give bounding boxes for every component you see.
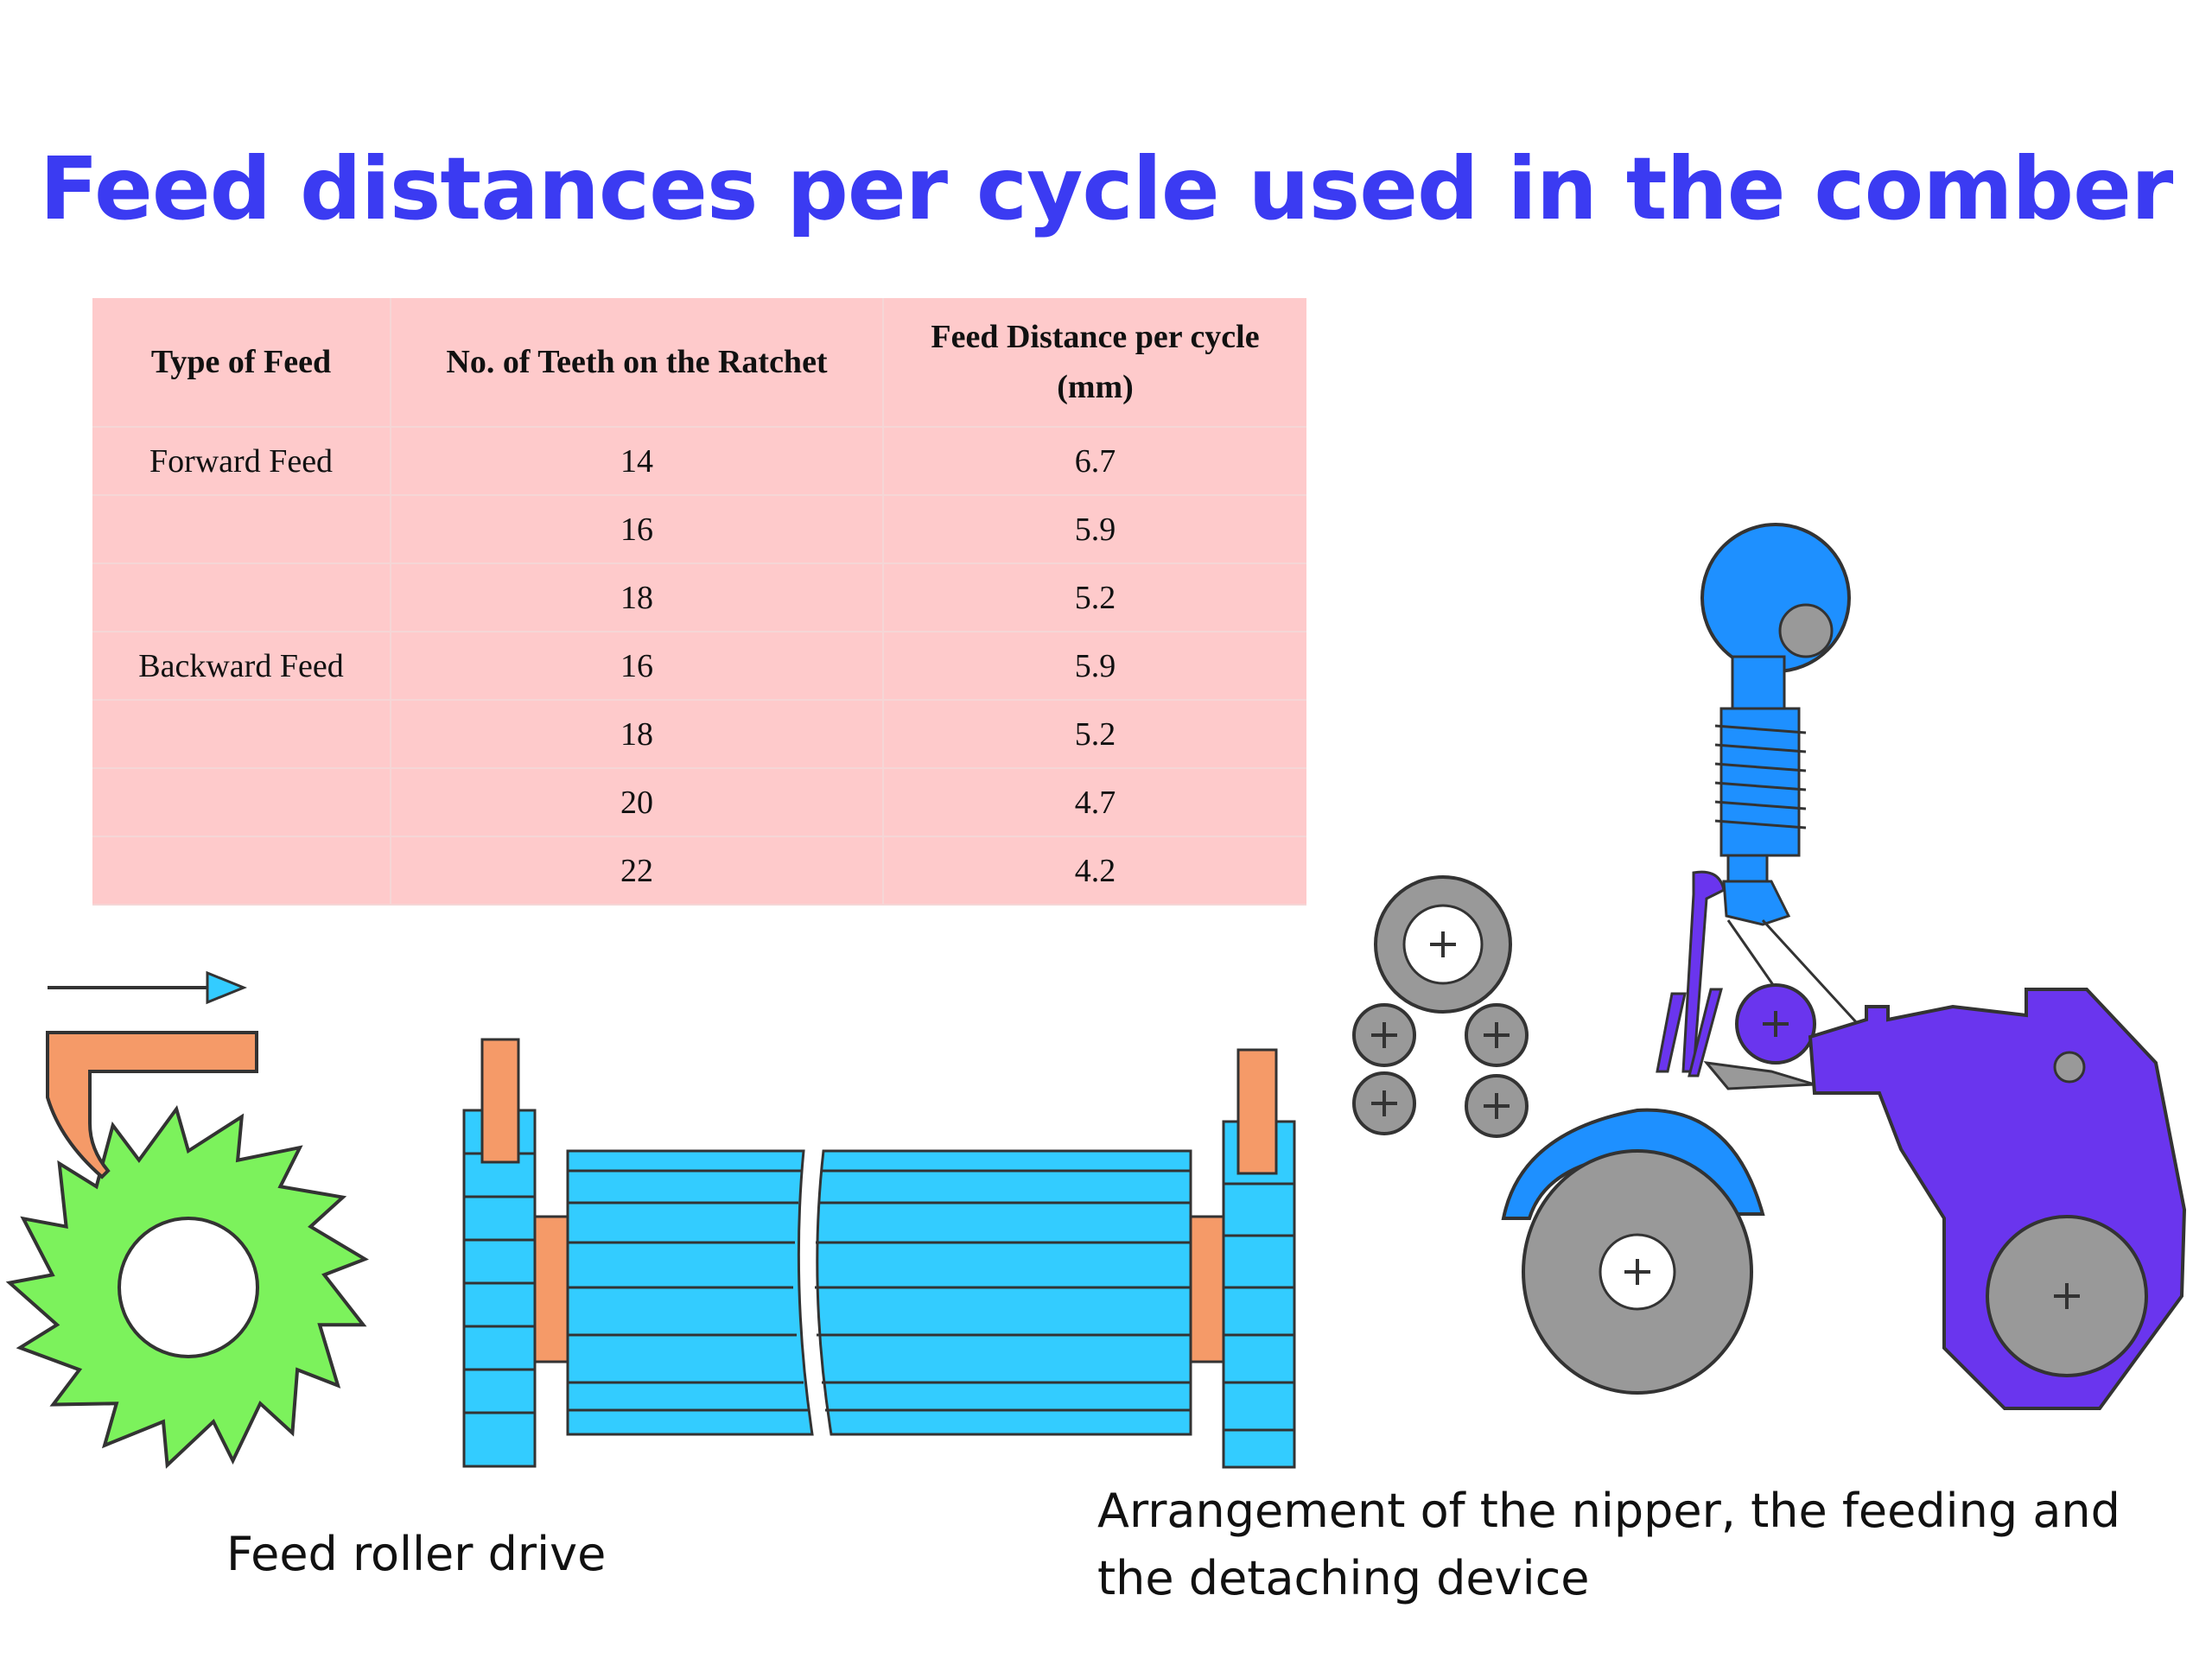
table-row: Backward Feed 16 5.9 xyxy=(92,632,1306,701)
feed-rollers-icon xyxy=(1352,875,1529,1138)
table-row: 22 4.2 xyxy=(92,836,1306,906)
header-feed-distance: Feed Distance per cycle (mm) xyxy=(883,298,1306,428)
table-row: 18 5.2 xyxy=(92,700,1306,769)
direction-arrow-icon xyxy=(48,970,247,1005)
nipper-frame-icon xyxy=(1808,988,2187,1410)
cell-distance: 5.9 xyxy=(883,495,1306,564)
table-header-row: Type of Feed No. of Teeth on the Ratchet… xyxy=(92,298,1306,428)
table-row: 20 4.7 xyxy=(92,768,1306,837)
cell-teeth: 18 xyxy=(391,700,884,769)
cell-distance: 5.2 xyxy=(883,700,1306,769)
cell-teeth: 20 xyxy=(391,768,884,837)
nipper-plate-icon xyxy=(1656,870,1816,1090)
header-feed-distance-unit: (mm) xyxy=(1057,369,1134,405)
cell-distance: 5.2 xyxy=(883,563,1306,632)
cell-teeth: 16 xyxy=(391,495,884,564)
cell-feed-type: Forward Feed xyxy=(92,427,391,496)
feed-roller-icon xyxy=(462,1038,1296,1469)
cell-feed-type xyxy=(92,768,391,837)
caption-arrangement-line2: the detaching device xyxy=(1097,1551,1590,1605)
caption-feed-roller-drive: Feed roller drive xyxy=(226,1527,607,1581)
cell-distance: 6.7 xyxy=(883,427,1306,496)
table-row: 18 5.2 xyxy=(92,563,1306,632)
cell-teeth: 22 xyxy=(391,836,884,906)
cell-feed-type xyxy=(92,495,391,564)
ratchet-wheel-icon xyxy=(5,1105,369,1469)
feed-distance-table: Type of Feed No. of Teeth on the Ratchet… xyxy=(92,298,1306,906)
header-type-of-feed: Type of Feed xyxy=(92,298,391,428)
ratchet-pawl-icon xyxy=(46,1031,258,1179)
cell-feed-type xyxy=(92,563,391,632)
caption-arrangement-line1: Arrangement of the nipper, the feeding a… xyxy=(1097,1484,2120,1538)
cell-feed-type: Backward Feed xyxy=(92,632,391,701)
cell-distance: 4.7 xyxy=(883,768,1306,837)
cell-distance: 5.9 xyxy=(883,632,1306,701)
cell-feed-type xyxy=(92,836,391,906)
cell-teeth: 16 xyxy=(391,632,884,701)
cell-teeth: 18 xyxy=(391,563,884,632)
cell-teeth: 14 xyxy=(391,427,884,496)
comber-mechanism-icon xyxy=(1352,523,2187,1410)
detaching-roller-icon xyxy=(1501,1108,1765,1395)
cell-feed-type xyxy=(92,700,391,769)
nipper-spring-arm-icon xyxy=(1700,523,1859,1026)
cell-distance: 4.2 xyxy=(883,836,1306,906)
header-teeth: No. of Teeth on the Ratchet xyxy=(391,298,884,428)
table-row: Forward Feed 14 6.7 xyxy=(92,427,1306,496)
slide-title: Feed distances per cycle used in the com… xyxy=(39,138,2174,239)
header-feed-distance-line1: Feed Distance per cycle xyxy=(931,319,1260,355)
table-row: 16 5.9 xyxy=(92,495,1306,564)
